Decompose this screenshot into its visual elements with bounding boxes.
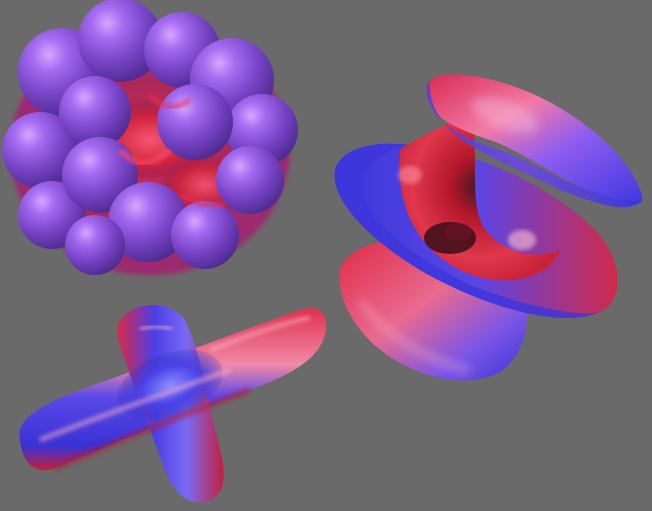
cross-shape <box>19 305 327 503</box>
hyperboloid-surface-shape <box>334 74 643 381</box>
sphere-cluster-shape <box>2 0 298 275</box>
